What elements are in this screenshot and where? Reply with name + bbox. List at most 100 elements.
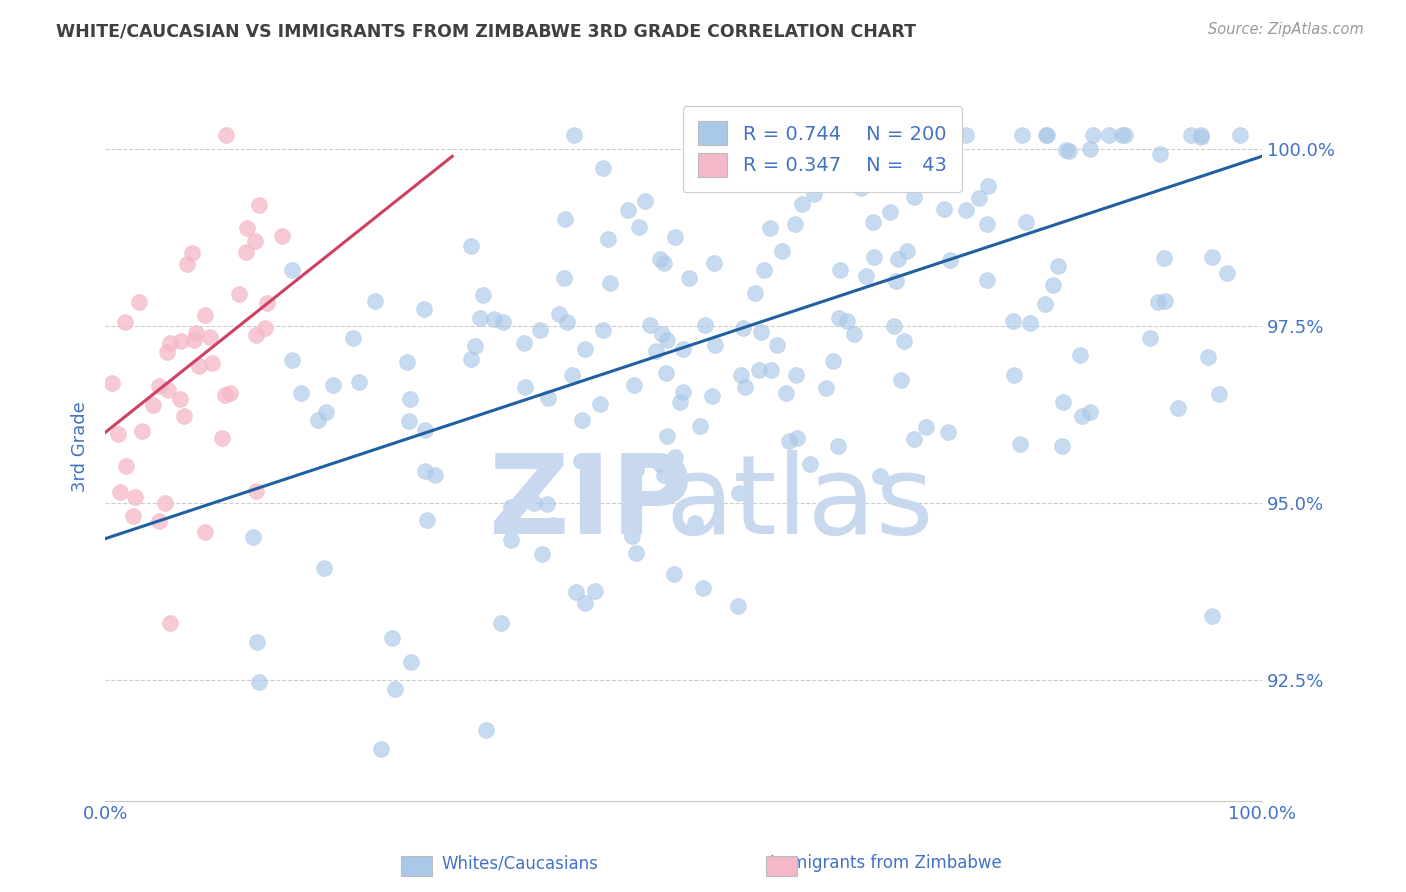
Point — [657, 428, 679, 442]
Point — [565, 585, 588, 599]
Point — [492, 315, 515, 329]
Point — [693, 318, 716, 333]
Point — [148, 515, 170, 529]
Point — [652, 255, 675, 269]
Text: Whites/Caucasians: Whites/Caucasians — [441, 855, 599, 872]
Point — [159, 615, 181, 630]
Point — [1215, 266, 1237, 280]
Point — [783, 217, 806, 231]
Point — [215, 128, 238, 142]
Point — [835, 314, 858, 328]
Point — [943, 128, 966, 142]
Point — [1035, 128, 1057, 142]
Point — [778, 434, 800, 448]
Point — [592, 323, 614, 337]
Point — [689, 419, 711, 434]
Legend: R = 0.744    N = 200, R = 0.347    N =   43: R = 0.744 N = 200, R = 0.347 N = 43 — [682, 106, 962, 192]
Point — [665, 475, 688, 490]
Point — [655, 333, 678, 347]
Point — [169, 392, 191, 406]
Point — [187, 359, 209, 373]
Point — [759, 362, 782, 376]
Point — [914, 420, 936, 434]
Point — [823, 354, 845, 368]
Point — [110, 484, 132, 499]
Point — [907, 151, 929, 165]
Point — [903, 433, 925, 447]
Point — [1078, 405, 1101, 419]
Point — [184, 326, 207, 341]
Point — [107, 426, 129, 441]
Point — [599, 276, 621, 290]
Point — [592, 161, 614, 175]
Point — [1052, 395, 1074, 409]
Point — [932, 202, 955, 216]
Point — [194, 524, 217, 539]
Point — [623, 377, 645, 392]
Point — [381, 631, 404, 645]
Point — [730, 368, 752, 382]
Point — [246, 635, 269, 649]
Point — [281, 263, 304, 277]
Point — [245, 483, 267, 498]
Point — [489, 616, 512, 631]
Point — [342, 331, 364, 345]
Point — [1047, 260, 1070, 274]
Point — [799, 457, 821, 471]
Point — [315, 405, 337, 419]
Point — [744, 286, 766, 301]
Point — [562, 128, 585, 142]
Point — [731, 320, 754, 334]
Point — [170, 334, 193, 348]
Point — [977, 178, 1000, 193]
Point — [849, 180, 872, 194]
Point — [1208, 387, 1230, 401]
Point — [247, 198, 270, 212]
Point — [863, 173, 886, 187]
Point — [395, 354, 418, 368]
Point — [484, 312, 506, 326]
Point — [176, 257, 198, 271]
Point — [976, 217, 998, 231]
Point — [1015, 215, 1038, 229]
Point — [148, 379, 170, 393]
Point — [801, 128, 824, 142]
Text: WHITE/CAUCASIAN VS IMMIGRANTS FROM ZIMBABWE 3RD GRADE CORRELATION CHART: WHITE/CAUCASIAN VS IMMIGRANTS FROM ZIMBA… — [56, 22, 917, 40]
Point — [775, 385, 797, 400]
Point — [180, 246, 202, 260]
Point — [201, 356, 224, 370]
Point — [536, 497, 558, 511]
Point — [1189, 128, 1212, 142]
Point — [1201, 609, 1223, 624]
Point — [513, 380, 536, 394]
Point — [470, 311, 492, 326]
Point — [692, 581, 714, 595]
Point — [770, 244, 793, 259]
Point — [672, 342, 695, 356]
Point — [896, 244, 918, 258]
Point — [363, 293, 385, 308]
Point — [1149, 146, 1171, 161]
Point — [751, 325, 773, 339]
Point — [714, 164, 737, 178]
Point — [322, 377, 344, 392]
Point — [523, 496, 546, 510]
Point — [1069, 348, 1091, 362]
Point — [654, 467, 676, 482]
Point — [828, 263, 851, 277]
Point — [727, 599, 749, 613]
Point — [1111, 128, 1133, 142]
Point — [651, 326, 673, 341]
Point — [827, 439, 849, 453]
Point — [598, 232, 620, 246]
Point — [472, 288, 495, 302]
Point — [664, 450, 686, 465]
Point — [1189, 129, 1212, 144]
Point — [911, 128, 934, 142]
Point — [1008, 437, 1031, 451]
Point — [624, 546, 647, 560]
Point — [219, 386, 242, 401]
Point — [936, 425, 959, 440]
Point — [645, 343, 668, 358]
Point — [423, 467, 446, 482]
